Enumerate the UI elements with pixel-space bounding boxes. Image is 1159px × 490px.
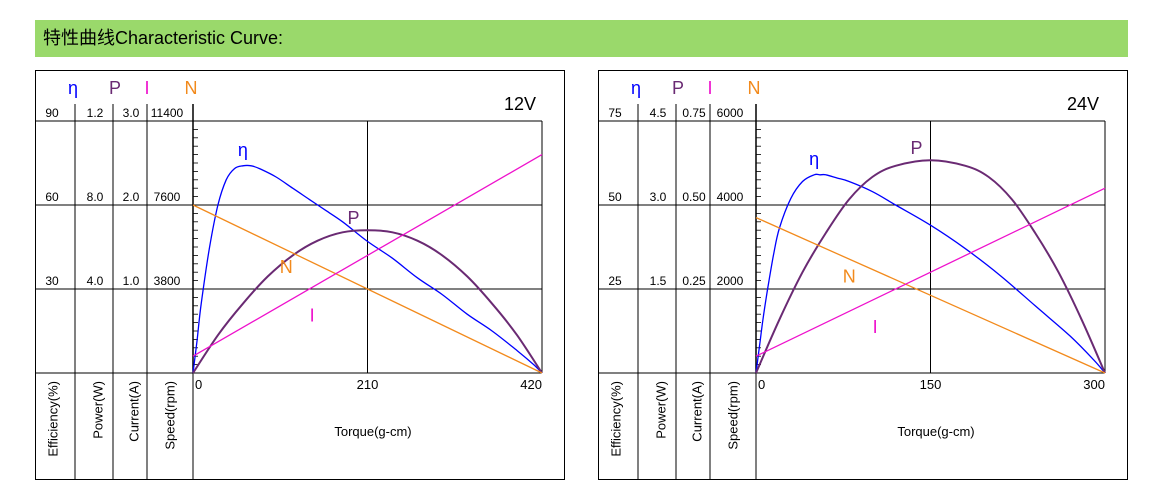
y-tick-label: 4.0 bbox=[87, 274, 104, 288]
series-label-2: N bbox=[843, 266, 856, 286]
y-tick-label: 3800 bbox=[154, 274, 181, 288]
y-tick-label: 30 bbox=[45, 274, 59, 288]
y-axis-label-2: Current(A) bbox=[126, 381, 141, 442]
series-label-0: η bbox=[809, 149, 819, 169]
chart-frame bbox=[598, 70, 1128, 480]
axis-symbol-0: η bbox=[68, 78, 78, 98]
y-axis-label-1: Power(W) bbox=[90, 381, 105, 439]
series-label-3: I bbox=[310, 306, 315, 326]
x-tick-label: 0 bbox=[758, 377, 765, 392]
y-tick-label: 2000 bbox=[717, 274, 744, 288]
series-label-1: P bbox=[910, 138, 922, 158]
voltage-label: 12V bbox=[504, 94, 536, 114]
y-axis-label-0: Efficiency(%) bbox=[45, 381, 60, 457]
series-label-3: I bbox=[873, 317, 878, 337]
section-header: 特性曲线Characteristic Curve: bbox=[35, 20, 1128, 57]
y-tick-label: 1.0 bbox=[123, 274, 140, 288]
axis-symbol-3: N bbox=[748, 78, 761, 98]
y-tick-label: 6000 bbox=[717, 106, 744, 120]
x-tick-label: 210 bbox=[357, 377, 379, 392]
x-axis-label: Torque(g-cm) bbox=[897, 424, 974, 439]
y-axis-label-1: Power(W) bbox=[653, 381, 668, 439]
x-tick-label: 420 bbox=[520, 377, 542, 392]
y-tick-label: 8.0 bbox=[87, 190, 104, 204]
axis-symbol-0: η bbox=[631, 78, 641, 98]
y-tick-label: 3.0 bbox=[650, 190, 667, 204]
chart-24v: η P I N 24V 25 50 75 1.5 3.0 4.5 0.25 0.50 0.75 2000 40… bbox=[598, 70, 1128, 480]
axis-symbol-2: I bbox=[707, 78, 712, 98]
y-tick-label: 11400 bbox=[151, 106, 184, 120]
y-tick-label: 1.5 bbox=[650, 274, 667, 288]
y-axis-label-3: Speed(rpm) bbox=[162, 381, 177, 450]
y-tick-label: 75 bbox=[608, 106, 622, 120]
series-line-0 bbox=[192, 164, 543, 374]
x-tick-label: 150 bbox=[920, 377, 942, 392]
series-line-2 bbox=[192, 204, 543, 374]
y-axis-label-2: Current(A) bbox=[689, 381, 704, 442]
x-tick-label: 300 bbox=[1083, 377, 1105, 392]
chart-frame bbox=[35, 70, 565, 480]
y-tick-label: 1.2 bbox=[87, 106, 104, 120]
y-tick-label: 60 bbox=[45, 190, 59, 204]
axis-symbol-2: I bbox=[144, 78, 149, 98]
x-axis-label: Torque(g-cm) bbox=[334, 424, 411, 439]
y-tick-label: 0.75 bbox=[682, 106, 706, 120]
voltage-label: 24V bbox=[1067, 94, 1099, 114]
y-tick-label: 25 bbox=[608, 274, 622, 288]
y-tick-label: 3.0 bbox=[123, 106, 140, 120]
axis-symbol-3: N bbox=[185, 78, 198, 98]
y-tick-label: 4000 bbox=[717, 190, 744, 204]
series-line-1 bbox=[755, 159, 1106, 374]
series-line-1 bbox=[192, 229, 543, 374]
series-line-3 bbox=[755, 187, 1106, 357]
series-line-3 bbox=[192, 154, 543, 357]
chart-svg: η P I N 12V 30 60 90 4.0 8.0 1.2 1.0 2.0 3.0 3800 7600 1… bbox=[35, 70, 565, 480]
series-label-2: N bbox=[280, 257, 293, 277]
axis-symbol-1: P bbox=[109, 78, 121, 98]
y-tick-label: 0.25 bbox=[682, 274, 706, 288]
y-tick-label: 50 bbox=[608, 190, 622, 204]
y-tick-label: 4.5 bbox=[650, 106, 667, 120]
y-tick-label: 90 bbox=[45, 106, 59, 120]
series-line-2 bbox=[755, 217, 1106, 374]
series-label-1: P bbox=[347, 208, 359, 228]
y-axis-label-3: Speed(rpm) bbox=[725, 381, 740, 450]
y-tick-label: 7600 bbox=[154, 190, 181, 204]
chart-svg: η P I N 24V 25 50 75 1.5 3.0 4.5 0.25 0.50 0.75 2000 40… bbox=[598, 70, 1128, 480]
y-axis-label-0: Efficiency(%) bbox=[608, 381, 623, 457]
series-line-0 bbox=[755, 173, 1106, 374]
axis-symbol-1: P bbox=[672, 78, 684, 98]
y-tick-label: 2.0 bbox=[123, 190, 140, 204]
y-tick-label: 0.50 bbox=[682, 190, 706, 204]
series-label-0: η bbox=[238, 140, 248, 160]
x-tick-label: 0 bbox=[195, 377, 202, 392]
chart-12v: η P I N 12V 30 60 90 4.0 8.0 1.2 1.0 2.0 3.0 3800 7600 1… bbox=[35, 70, 565, 480]
section-title: 特性曲线Characteristic Curve: bbox=[43, 28, 284, 48]
